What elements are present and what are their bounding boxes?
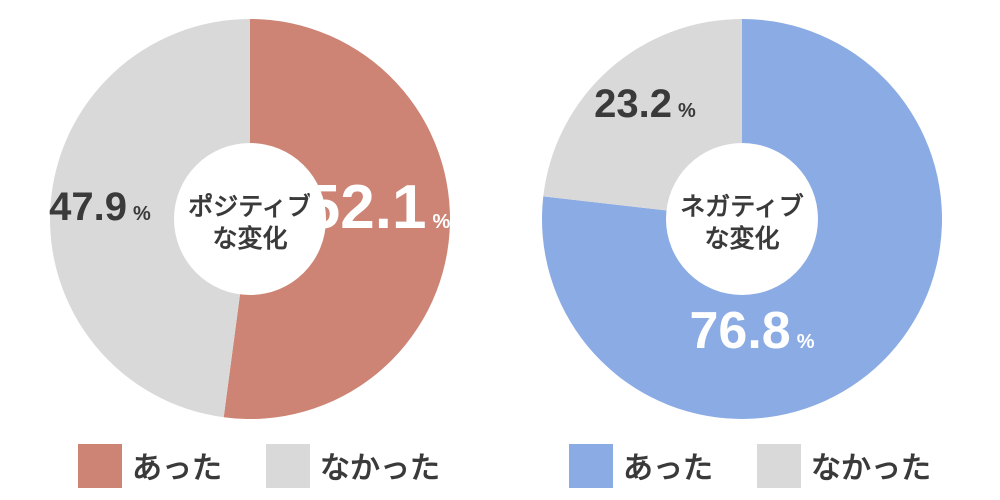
percent-label: 52.1% [306,173,451,242]
legend-swatch [757,444,801,488]
percent-unit: % [432,211,450,233]
percent-label: 23.2% [594,82,696,126]
center-label-line: な変化 [212,224,287,253]
center-label-line: な変化 [704,224,779,253]
percent-value: 23.2 [594,82,672,126]
legend-label: なかった [811,451,931,486]
slice-nakatta [50,19,250,418]
percent-label: 76.8% [689,302,814,360]
donut-hole [666,143,818,295]
percent-unit: % [133,203,151,225]
percent-label: 47.9% [49,185,151,229]
legend-swatch [266,444,310,488]
percent-value: 52.1 [306,173,427,242]
legend-swatch [78,444,122,488]
percent-value: 47.9 [49,185,127,229]
percent-value: 76.8 [689,302,790,360]
percent-unit: % [678,100,696,122]
donut-hole [174,143,326,295]
center-label-line: ネガティブ [680,192,804,221]
legend-label: あった [132,451,222,486]
percent-unit: % [797,331,815,353]
legend-label: なかった [320,451,440,486]
legend-label: あった [623,451,713,486]
slice-atta [223,19,451,420]
legend-swatch [569,444,613,488]
center-label-line: ポジティブ [188,192,312,221]
